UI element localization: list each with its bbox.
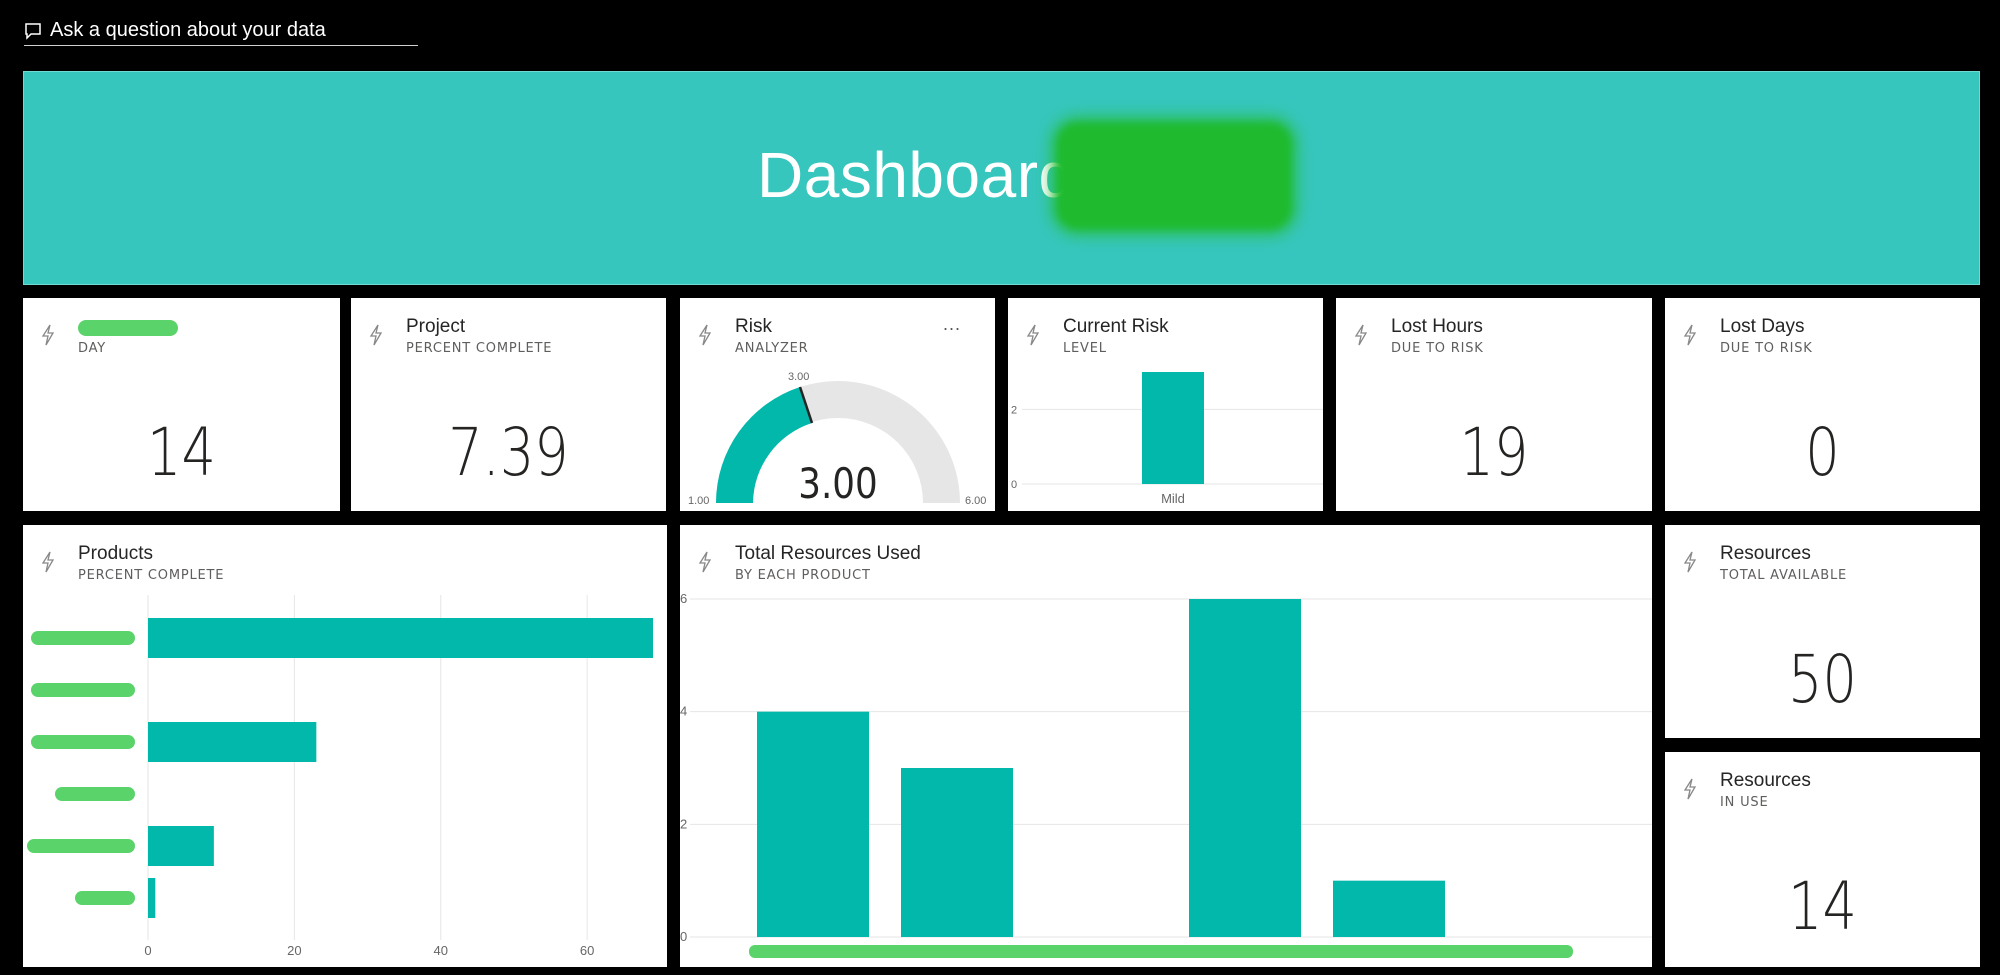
more-options-icon[interactable]: ...: [942, 314, 961, 334]
tile-subtitle: PERCENT COMPLETE: [406, 341, 553, 356]
y-tick-label: 0: [680, 929, 687, 944]
tile-subtitle: IN USE: [1720, 795, 1769, 810]
gauge-value: 3.00: [798, 460, 877, 508]
gauge-target-marker: [798, 386, 814, 424]
kpi-value: 19: [1459, 414, 1529, 491]
gauge-target-label: 3.00: [788, 371, 809, 383]
bar: [757, 711, 869, 937]
y-tick-label: 4: [680, 704, 687, 719]
bar: [1333, 880, 1445, 937]
redacted-category-label: [31, 631, 135, 645]
lightning-icon: [1354, 324, 1368, 346]
bar: [1142, 372, 1204, 484]
tile-lost-hours[interactable]: Lost Hours DUE TO RISK 19: [1336, 298, 1652, 511]
bar: [148, 826, 214, 866]
lightning-icon: [698, 324, 712, 346]
tile-title: Lost Days: [1720, 316, 1805, 337]
x-tick-label: 60: [580, 943, 594, 958]
lightning-icon: [1683, 551, 1697, 573]
y-tick-label: 0: [1011, 479, 1017, 491]
bar: [148, 878, 156, 918]
lightning-icon: [41, 551, 55, 573]
bar: [1189, 599, 1301, 937]
y-tick-label: 2: [1011, 404, 1017, 416]
tile-title: Risk: [735, 316, 772, 337]
tile-resources-total[interactable]: Resources TOTAL AVAILABLE 50: [1665, 525, 1980, 738]
kpi-value: 0: [1805, 414, 1840, 491]
qa-label: Ask a question about your data: [50, 19, 326, 41]
redacted-category-labels: [749, 945, 1573, 958]
bar: [148, 722, 317, 762]
redacted-tile-title: [78, 320, 178, 336]
qa-search-bar[interactable]: Ask a question about your data: [24, 16, 418, 46]
redacted-category-label: [31, 735, 135, 749]
gauge-chart: 3.00 1.00 6.00 3.00: [688, 371, 986, 509]
tile-subtitle: TOTAL AVAILABLE: [1720, 568, 1848, 583]
tile-title: Resources: [1720, 543, 1811, 564]
dashboard-title: Dashboard: [757, 139, 1075, 211]
tile-title: Current Risk: [1063, 316, 1169, 337]
chat-bubble-icon: [25, 22, 41, 40]
redacted-category-label: [55, 787, 135, 801]
tile-subtitle: DUE TO RISK: [1720, 341, 1813, 356]
tile-project[interactable]: Project PERCENT COMPLETE 7.39: [351, 298, 666, 511]
tile-subtitle: BY EACH PRODUCT: [735, 568, 871, 583]
lightning-icon: [698, 551, 712, 573]
lightning-icon: [1026, 324, 1040, 346]
x-tick-label: 40: [434, 943, 448, 958]
x-tick-label: 20: [287, 943, 301, 958]
tile-subtitle: DAY: [78, 341, 107, 356]
tile-risk[interactable]: Risk ANALYZER ... 3.00 1.00 6.00 3.00: [680, 298, 995, 511]
lightning-icon: [369, 324, 383, 346]
tile-resources-in-use[interactable]: Resources IN USE 14: [1665, 752, 1980, 967]
lightning-icon: [1683, 324, 1697, 346]
bar: [148, 618, 653, 658]
kpi-value: 50: [1788, 641, 1857, 718]
tile-title: Total Resources Used: [735, 543, 921, 564]
kpi-value: 7.39: [448, 414, 569, 491]
gauge-min-label: 1.00: [688, 495, 709, 507]
products-chart: 0 20 40 60: [27, 595, 653, 958]
redacted-category-label: [27, 839, 135, 853]
tile-current-risk[interactable]: Current Risk LEVEL 0 2 Mild: [1008, 298, 1323, 511]
tile-subtitle: PERCENT COMPLETE: [78, 568, 225, 583]
tile-subtitle: ANALYZER: [735, 341, 809, 356]
dashboard-banner: Dashboard: [23, 71, 1980, 285]
tile-title: Project: [406, 316, 466, 337]
tile-title: Products: [78, 543, 153, 564]
tile-lost-days[interactable]: Lost Days DUE TO RISK 0: [1665, 298, 1980, 511]
kpi-value: 14: [1788, 868, 1857, 945]
tile-subtitle: LEVEL: [1063, 341, 1107, 356]
redacted-category-label: [31, 683, 135, 697]
tile-resources-used[interactable]: Total Resources Used BY EACH PRODUCT 0 2 4…: [680, 525, 1652, 967]
current-risk-chart: 0 2 Mild: [1011, 372, 1323, 506]
tile-products[interactable]: Products PERCENT COMPLETE 0 20 40 60: [23, 525, 667, 967]
x-tick-label: 0: [144, 943, 151, 958]
tile-day[interactable]: DAY 14: [23, 298, 340, 511]
x-tick-label: Mild: [1161, 491, 1185, 506]
lightning-icon: [1683, 778, 1697, 800]
gauge-max-label: 6.00: [965, 495, 986, 507]
y-tick-label: 2: [680, 816, 687, 831]
lightning-icon: [41, 324, 55, 346]
resources-chart: 0 2 4 6: [680, 591, 1652, 958]
kpi-value: 14: [147, 414, 216, 491]
redacted-category-label: [75, 891, 135, 905]
redacted-title-part: [1056, 122, 1292, 230]
tile-title: Resources: [1720, 770, 1811, 791]
tile-subtitle: DUE TO RISK: [1391, 341, 1484, 356]
tile-title: Lost Hours: [1391, 316, 1483, 337]
y-tick-label: 6: [680, 591, 687, 606]
bar: [901, 768, 1013, 937]
gauge-fill: [716, 387, 812, 503]
